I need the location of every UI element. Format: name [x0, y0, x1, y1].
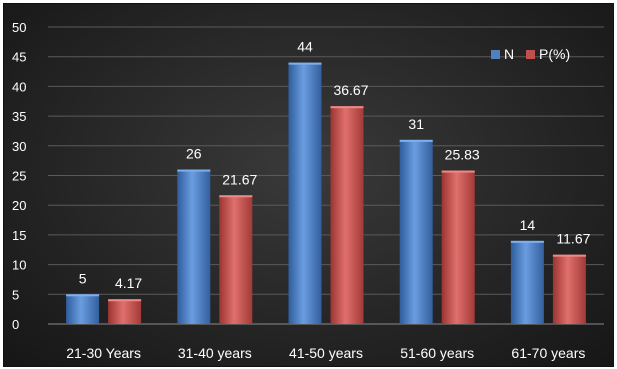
gridlines [48, 26, 604, 325]
x-category-label: 41-50 years [289, 345, 363, 361]
data-label: 5 [79, 270, 87, 286]
data-label: 11.67 [556, 231, 590, 247]
y-tick-label: 45 [12, 50, 26, 65]
bar-cap [510, 240, 544, 243]
y-tick-label: 35 [12, 109, 26, 124]
data-label: 26 [186, 146, 202, 162]
x-category-label: 21-30 Years [66, 345, 141, 361]
legend-swatch [526, 50, 535, 59]
bar-cap [219, 195, 253, 198]
y-tick-label: 40 [12, 79, 26, 94]
bar-cap [177, 169, 211, 172]
y-tick-label: 30 [12, 139, 26, 154]
y-tick-label: 15 [12, 228, 26, 243]
data-label: 21.67 [222, 171, 257, 187]
legend-label: P(%) [539, 46, 570, 62]
bar-p-2 [330, 106, 364, 324]
bar-cap [399, 139, 433, 142]
y-tick-label: 5 [12, 287, 19, 302]
bar-n-4 [510, 240, 544, 324]
bar-n-2 [288, 62, 322, 324]
y-tick-label: 10 [12, 258, 26, 273]
bar-cap [108, 299, 142, 302]
data-labels: 5 4.17 26 21.67 44 36.67 31 25.83 14 11.67 [79, 39, 591, 292]
bar-cap [330, 106, 364, 109]
bar-p-3 [441, 170, 475, 324]
chart-frame: 0 5 10 15 20 25 30 35 40 45 50 5 4.17 26 21.67 44 36.67… [3, 3, 614, 367]
data-label: 36.67 [333, 82, 368, 98]
bar-cap [288, 62, 322, 65]
bar-cap [552, 254, 586, 257]
data-label: 14 [520, 217, 536, 233]
x-category-label: 51-60 years [400, 345, 474, 361]
bar-p-0 [108, 299, 142, 324]
bar-cap [441, 170, 475, 173]
x-axis-categories: 21-30 Years 31-40 years 41-50 years 51-60 y… [66, 345, 585, 361]
legend: N P(%) [491, 46, 570, 62]
y-tick-label: 0 [12, 317, 19, 332]
bar-p-4 [552, 254, 586, 324]
data-label: 4.17 [115, 275, 142, 291]
data-label: 25.83 [445, 147, 480, 163]
y-tick-label: 20 [12, 198, 26, 213]
x-category-label: 31-40 years [178, 345, 252, 361]
bar-n-0 [66, 294, 100, 324]
bar-cap [66, 294, 100, 297]
x-category-label: 61-70 years [511, 345, 585, 361]
bar-p-1 [219, 195, 253, 324]
bar-n-1 [177, 169, 211, 324]
legend-swatch [491, 50, 500, 59]
bar-chart: 0 5 10 15 20 25 30 35 40 45 50 5 4.17 26 21.67 44 36.67… [12, 20, 604, 361]
data-label: 31 [408, 116, 424, 132]
bars [66, 62, 586, 324]
y-axis-ticks: 0 5 10 15 20 25 30 35 40 45 50 [12, 20, 26, 332]
legend-label: N [504, 46, 514, 62]
y-tick-label: 50 [12, 20, 26, 35]
data-label: 44 [297, 39, 313, 55]
bar-n-3 [399, 139, 433, 324]
y-tick-label: 25 [12, 169, 26, 184]
